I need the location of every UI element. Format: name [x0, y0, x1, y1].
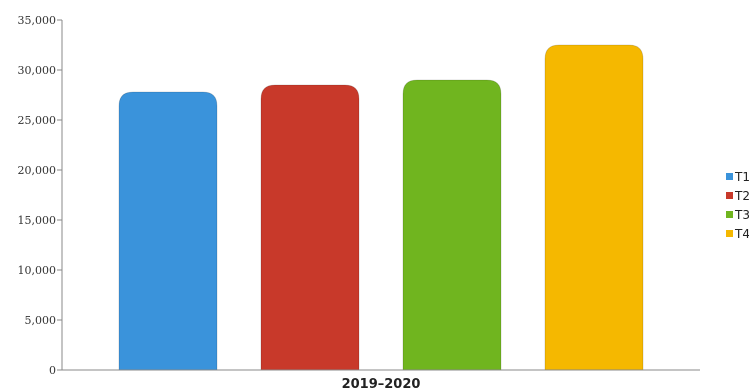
bar-t4[interactable]	[544, 44, 644, 371]
y-tick-label: 15,000	[18, 214, 57, 227]
x-axis: 2019–2020	[62, 369, 700, 390]
legend: T1 T2 T3 T4	[726, 170, 749, 241]
x-category-label: 2019–2020	[342, 377, 421, 390]
y-axis: 0 5,000 10,000 15,000 20,000 25,000 30,000 35,0…	[18, 14, 63, 377]
y-tick-label: 10,000	[18, 264, 57, 277]
y-tick-label: 5,000	[25, 314, 57, 327]
legend-swatch-t2	[726, 192, 733, 199]
legend-swatch-t3	[726, 211, 733, 218]
bar-t2[interactable]	[260, 84, 360, 371]
y-tick-label: 30,000	[18, 64, 57, 77]
y-tick-label: 35,000	[18, 14, 57, 27]
legend-label-t2: T2	[734, 189, 749, 203]
bar-t3[interactable]	[402, 79, 502, 371]
bar-t1[interactable]	[118, 91, 218, 371]
legend-label-t4: T4	[734, 227, 749, 241]
legend-swatch-t4	[726, 230, 733, 237]
y-tick-label: 25,000	[18, 114, 57, 127]
bars-group	[118, 44, 644, 371]
legend-label-t1: T1	[734, 170, 749, 184]
legend-label-t3: T3	[734, 208, 749, 222]
y-tick-label: 20,000	[18, 164, 57, 177]
y-tick-label: 0	[49, 364, 56, 377]
legend-swatch-t1	[726, 173, 733, 180]
